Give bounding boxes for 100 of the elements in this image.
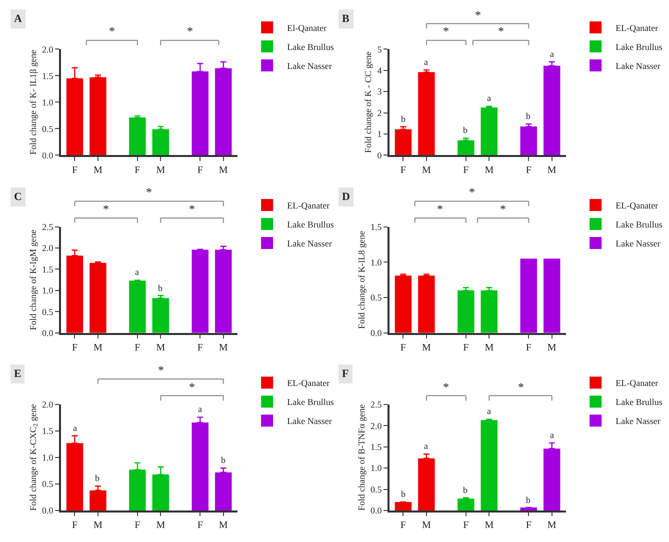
legend-label: Lake Nasser [616,416,660,426]
text: * [437,202,443,216]
text: * [443,380,449,394]
legend-label: Lake Brullus [616,220,663,230]
y-tick-label: 1.5 [42,70,54,81]
legend-label: EL-Qanater [616,378,658,388]
x-tick-label: F [526,342,532,354]
x-tick-label: F [463,520,470,532]
y-tick-label: 1.5 [370,222,382,232]
data-label: a [135,267,139,277]
data-label: b [526,495,531,505]
x-tick-label: F [72,164,78,176]
x-tick-label: M [218,164,228,176]
x-tick-label: F [72,520,78,532]
text: * [443,24,449,38]
y-tick-label: 2.5 [42,222,54,232]
legend-label: Lake Brullus [287,42,334,52]
x-tick-label: M [94,342,102,354]
x-tick-label: M [156,520,166,532]
text: * [146,185,152,199]
y-tick-label: 1.0 [42,286,54,296]
legend-label: EL-Qanater [616,22,658,33]
text: * [469,185,475,199]
data-label: b [401,114,406,124]
y-tick-label: 1.5 [42,426,54,436]
y-axis-title: Fold change of B-TNFα gene [356,404,366,511]
y-tick-label: 0.0 [42,150,54,160]
x-tick-label: F [400,164,406,176]
x-tick-label: F [134,520,141,532]
y-tick-label: 0.5 [42,306,54,317]
x-tick-label: F [400,520,406,532]
legend-label: EL-Qanater [287,378,330,388]
y-tick-label: 1.0 [42,97,54,108]
data-label: a [73,423,77,433]
y-tick-label: 0.5 [370,484,382,494]
y-tick-label: 0.5 [42,479,54,490]
x-tick-label: F [134,342,141,354]
x-tick-label: M [422,520,431,532]
x-tick-label: M [156,342,166,354]
data-label: a [550,49,554,59]
chart-title: A [14,13,22,25]
x-tick-label: F [526,520,532,532]
data-label: b [95,473,100,483]
x-tick-label: M [547,520,556,532]
legend-label: Lake Brullus [616,397,663,408]
text: * [518,380,524,394]
x-tick-label: M [422,342,431,354]
x-tick-label: M [94,520,102,532]
text: * [475,8,481,22]
y-tick-label: 1.0 [370,257,382,268]
y-tick-label: 5 [377,44,382,54]
text: * [109,24,115,38]
legend-label: Lake Nasser [616,238,660,249]
data-label: b [158,283,163,293]
legend-label: Lake Brullus [616,42,663,52]
chart-title: C [14,191,22,203]
y-axis-title: Fold change of K- IL1β gene [28,50,38,155]
x-tick-label: F [463,342,470,354]
y-tick-label: 1.5 [370,442,382,452]
x-tick-label: M [547,164,556,176]
data-label: a [198,404,202,414]
text: * [103,202,109,216]
x-tick-label: F [197,520,204,532]
legend-label: Lake Brullus [287,220,334,230]
y-tick-label: 1.0 [370,463,382,474]
x-tick-label: F [400,342,406,354]
y-tick-label: 2.0 [42,243,54,254]
text: * [187,24,193,38]
x-tick-label: M [422,164,431,176]
data-label: a [487,93,491,103]
chart-title: B [342,13,350,25]
data-label: a [424,441,428,451]
x-tick-label: M [156,164,166,176]
text: * [189,202,195,216]
legend-label: Lake Brullus [287,397,334,408]
y-tick-label: 0.0 [370,506,382,516]
y-axis-title: Fold change of K-IL8 gene [356,230,366,329]
y-tick-label: 2.0 [42,44,54,54]
y-tick-label: 0 [377,150,382,160]
y-axis-title: Fold change of K-IgM gene [28,230,38,330]
legend-label: EL-Qanater [287,200,330,211]
data-label: a [550,430,554,440]
y-tick-label: 4 [377,66,382,76]
text: * [158,363,164,377]
y-tick-label: 0.0 [370,328,382,338]
y-tick-label: 0.0 [42,328,54,338]
legend-label: El-Qanater [287,22,327,33]
y-tick-label: 0.5 [370,292,382,303]
data-label: a [487,406,491,416]
legend-label: EL-Qanater [616,200,658,211]
text: * [498,24,504,38]
x-tick-label: F [526,164,532,176]
legend-label: Lake Nasser [616,60,660,71]
x-tick-label: M [484,520,494,532]
text: * [500,202,506,216]
chart-title: F [342,368,349,380]
data-label: b [526,111,531,121]
chart-title: E [14,368,22,380]
x-tick-label: M [218,342,228,354]
y-tick-label: 3 [377,86,382,97]
